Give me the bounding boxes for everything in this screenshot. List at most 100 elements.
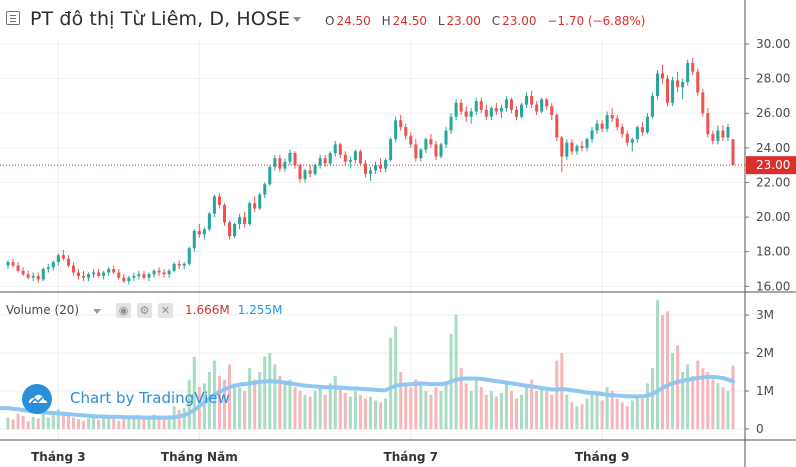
candle-body <box>454 102 458 117</box>
volume-bar <box>182 408 186 429</box>
gear-icon[interactable]: ⚙ <box>137 303 152 318</box>
symbol-title[interactable]: PT đô thị Từ Liêm, D, HOSE <box>30 8 291 30</box>
volume-bar <box>318 387 322 429</box>
candle-body <box>358 151 362 164</box>
volume-bar <box>11 419 15 429</box>
open-value: 24.50 <box>336 14 371 28</box>
candle-body <box>640 127 644 133</box>
volume-bar <box>137 418 141 429</box>
volume-bar <box>459 368 463 429</box>
volume-bar <box>374 400 378 429</box>
candle-body <box>228 222 232 237</box>
volume-bar <box>278 375 282 429</box>
candle-body <box>434 144 438 157</box>
volume-bar <box>187 379 191 429</box>
candle-body <box>384 159 388 169</box>
volume-bar <box>263 356 267 429</box>
volume-bar <box>102 416 106 429</box>
candle-body <box>248 203 252 225</box>
last-price-badge <box>746 156 796 175</box>
candle-body <box>681 82 685 88</box>
candle-body <box>132 275 136 278</box>
price-tick-label: 24.00 <box>756 141 790 155</box>
volume-bar <box>691 375 695 429</box>
candle-body <box>374 165 378 171</box>
candle-body <box>494 108 498 112</box>
volume-bar <box>348 396 352 429</box>
candle-body <box>625 134 629 143</box>
volume-bar <box>610 391 614 429</box>
candle-body <box>525 95 529 105</box>
candle-body <box>76 272 80 276</box>
volume-bar <box>157 417 161 429</box>
chevron-down-icon[interactable] <box>93 309 101 314</box>
volume-bar <box>233 383 237 429</box>
volume-bar <box>414 379 418 429</box>
candle-body <box>21 270 25 275</box>
candle-body <box>102 272 106 276</box>
price-tick-label: 16.00 <box>756 279 790 293</box>
close-label: C <box>491 14 501 28</box>
volume-bar <box>575 406 579 429</box>
eye-icon[interactable]: ◉ <box>116 303 131 318</box>
chevron-down-icon[interactable] <box>293 17 301 22</box>
candle-body <box>182 263 186 266</box>
volume-bar <box>580 404 584 429</box>
candle-body <box>217 196 221 205</box>
volume-value: 1.666M <box>185 303 230 317</box>
candle-body <box>202 229 206 235</box>
volume-bar <box>384 398 388 429</box>
candle-body <box>298 165 302 180</box>
volume-bar <box>92 417 96 429</box>
volume-bar <box>650 368 654 429</box>
candle-body <box>630 139 634 143</box>
candle-body <box>192 230 196 249</box>
symbol-menu-icon[interactable] <box>6 11 20 25</box>
volume-legend-label[interactable]: Volume (20) <box>6 303 80 317</box>
candle-body <box>655 73 659 96</box>
candle-body <box>343 154 347 162</box>
candle-body <box>645 116 649 133</box>
candle-body <box>600 123 604 129</box>
volume-bar <box>590 394 594 429</box>
candle-body <box>16 265 20 271</box>
volume-bar <box>61 413 65 429</box>
volume-bar <box>46 417 50 429</box>
volume-bar <box>117 420 121 429</box>
close-icon[interactable]: ✕ <box>158 303 173 318</box>
candle-body <box>36 275 40 280</box>
candle-body <box>212 196 216 214</box>
volume-bar <box>56 409 60 429</box>
candle-body <box>122 277 126 282</box>
volume-bar <box>107 415 111 429</box>
candle-body <box>686 63 690 83</box>
candle-body <box>509 99 513 110</box>
volume-bar <box>484 394 488 429</box>
candle-body <box>726 127 730 138</box>
candle-body <box>489 108 493 117</box>
candle-body <box>66 258 70 266</box>
candle-body <box>610 114 614 119</box>
volume-ma-path <box>0 374 735 420</box>
volume-bar <box>273 364 277 429</box>
candle-body <box>711 134 715 141</box>
volume-bar <box>655 299 659 429</box>
candle-body <box>721 130 725 138</box>
candle-body <box>273 158 277 167</box>
candle-body <box>51 262 55 268</box>
candle-body <box>167 270 171 275</box>
candle-body <box>162 272 166 275</box>
volume-bar <box>681 372 685 429</box>
volume-bar <box>630 400 634 429</box>
volume-bar <box>167 415 171 429</box>
candle-body <box>97 272 101 276</box>
volume-bar <box>726 391 730 429</box>
candle-body <box>605 114 609 129</box>
candle-body <box>394 120 398 140</box>
volume-bar <box>353 391 357 429</box>
volume-bar <box>706 372 710 429</box>
candle-body <box>479 101 483 110</box>
volume-bar <box>525 387 529 429</box>
open-label: O <box>325 14 335 28</box>
volume-bar <box>368 396 373 429</box>
